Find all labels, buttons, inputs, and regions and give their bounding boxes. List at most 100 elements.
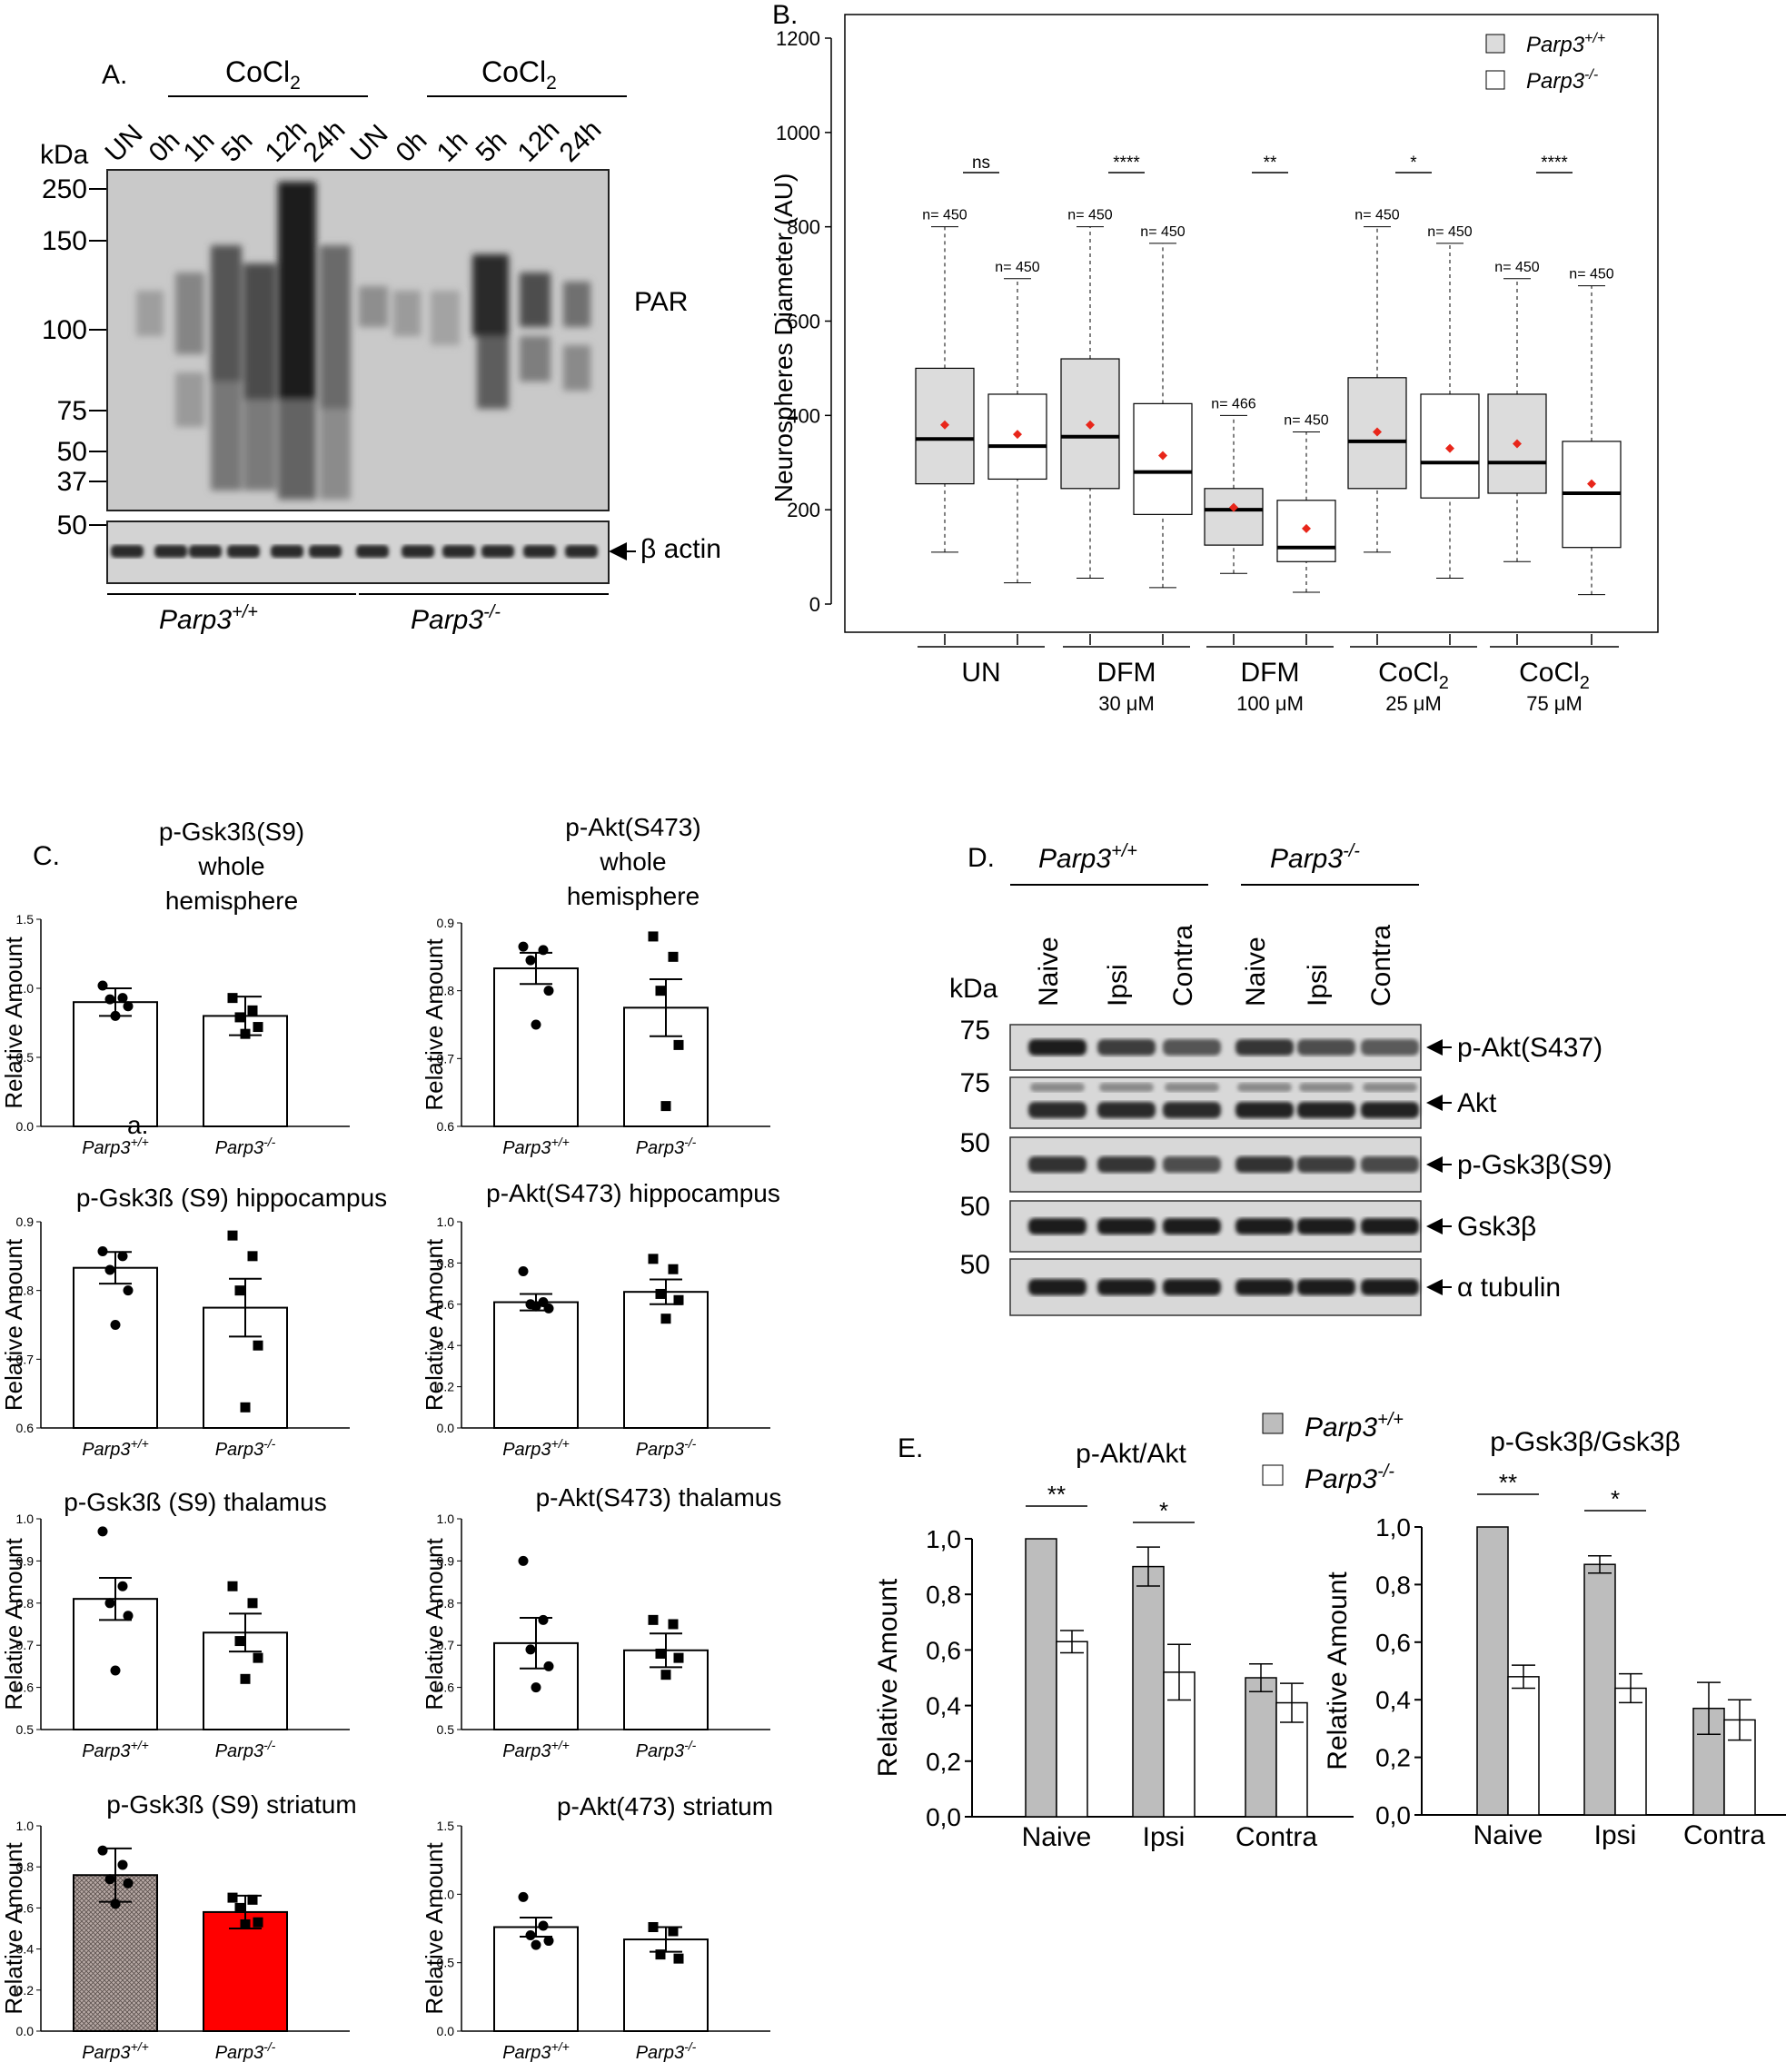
- blot-band: [1361, 1218, 1419, 1234]
- data-point: [648, 1254, 659, 1264]
- chart-title: p-Akt(S473) hippocampus: [486, 1179, 780, 1207]
- category-name: Parp3: [636, 1741, 684, 1761]
- group-name: CoCl: [1519, 658, 1580, 688]
- genotype-label-ko-d: Parp3-/-: [1270, 841, 1360, 874]
- y-tick-label: 0.7: [437, 1638, 455, 1652]
- marker-label: 50: [57, 437, 87, 467]
- bar: [493, 1301, 579, 1430]
- blot-band: [1235, 1218, 1294, 1234]
- legend-label-wt: Parp3+/+: [1305, 1410, 1404, 1442]
- data-point: [240, 1028, 251, 1039]
- category-sup: -/-: [684, 1135, 697, 1149]
- bar: [1583, 1563, 1616, 1816]
- legend-swatch: [1485, 70, 1505, 90]
- actin-band: [309, 545, 342, 558]
- category-sup: +/+: [551, 1135, 570, 1149]
- legend-swatch-wt: [1262, 1413, 1284, 1434]
- box-ko: n= 450: [987, 260, 1047, 584]
- data-point: [117, 1859, 128, 1870]
- genotype-label-wt: Parp3+/+: [159, 602, 258, 635]
- data-point: [518, 1555, 529, 1566]
- actin-band: [189, 545, 222, 558]
- data-point: [543, 1936, 554, 1947]
- y-tick-label: 1200: [776, 27, 820, 50]
- marker-label: 250: [42, 174, 87, 204]
- y-axis-label: Relative Amount: [421, 1238, 448, 1411]
- category-sup: +/+: [131, 2039, 149, 2054]
- y-tick-label: 0,6: [926, 1636, 961, 1664]
- genotype-label-ko: Parp3-/-: [411, 602, 501, 635]
- blot-band: [1361, 1156, 1419, 1173]
- bar: [1245, 1677, 1277, 1818]
- x-category-label: Parp3+/+: [502, 1436, 570, 1460]
- chart-title: p-Akt(473) striatum: [557, 1792, 773, 1820]
- blot-band: [1028, 1279, 1086, 1295]
- n-label: n= 450: [1140, 224, 1185, 240]
- category-sup: +/+: [551, 1436, 570, 1451]
- boxplot-ylabel: Neurospheres Diameter (AU): [769, 173, 798, 503]
- lane-label: 1h: [178, 125, 221, 168]
- panel-e-label: E.: [898, 1433, 923, 1463]
- data-point: [117, 1581, 128, 1591]
- data-point: [253, 1652, 263, 1663]
- bar: [1056, 1641, 1088, 1818]
- y-tick-label: 0.7: [16, 1638, 35, 1652]
- y-tick-label: 0.8: [16, 1596, 35, 1611]
- band-arrow-icon: [1426, 1095, 1443, 1111]
- x-category-label: Parp3-/-: [215, 2039, 276, 2063]
- y-tick-label: 0.5: [437, 1722, 455, 1737]
- blot-band: [1163, 1156, 1221, 1173]
- box: [1204, 488, 1264, 546]
- data-point: [518, 941, 529, 952]
- y-tick-label: 1,0: [926, 1525, 961, 1553]
- data-point: [234, 1902, 245, 1913]
- blot-band: [1028, 1218, 1086, 1234]
- y-tick-label: 0.6: [437, 1297, 455, 1312]
- marker-label-d: 75: [960, 1068, 990, 1098]
- data-point: [123, 1611, 134, 1621]
- y-tick-label: 0.6: [437, 1680, 455, 1695]
- data-point: [518, 1891, 529, 1902]
- y-tick-label: 0.2: [16, 1983, 35, 1998]
- x-category-label: Parp3+/+: [82, 2039, 149, 2063]
- significance-label: **: [1047, 1481, 1066, 1508]
- data-point: [648, 1614, 659, 1625]
- group-sublabel: 100 μM: [1236, 692, 1304, 715]
- bar: [1476, 1526, 1509, 1816]
- chart-title: whole: [197, 852, 264, 880]
- band-label: Gsk3β: [1457, 1212, 1536, 1242]
- data-point: [234, 1285, 245, 1296]
- category-sup: -/-: [263, 1135, 276, 1149]
- y-tick-label: 0.6: [16, 1421, 35, 1435]
- blot-band: [1235, 1156, 1294, 1173]
- data-point: [660, 1670, 671, 1680]
- blot-band: [1235, 1039, 1294, 1056]
- n-label: n= 450: [995, 260, 1039, 275]
- lane-label-d: Ipsi: [1103, 964, 1133, 1006]
- y-tick-label: 0.6: [16, 1900, 35, 1915]
- category-sup: -/-: [684, 1436, 697, 1451]
- lane-label-d: Naive: [1034, 937, 1064, 1006]
- chart-title: p-Akt(S473): [565, 813, 700, 841]
- legend-label: Parp3-/-: [1526, 67, 1598, 94]
- data-point: [240, 1673, 251, 1684]
- lane-label: 24h: [554, 114, 608, 168]
- data-point: [655, 1648, 666, 1659]
- data-point: [525, 955, 536, 966]
- y-tick-label: 1.5: [437, 1819, 455, 1833]
- lane-label: 1h: [432, 125, 474, 168]
- chart-title: p-Gsk3ß (S9) hippocampus: [76, 1184, 387, 1212]
- blot-band: [1361, 1039, 1419, 1056]
- blot-band: [1163, 1102, 1221, 1118]
- boxplot-frame: [844, 14, 1659, 633]
- data-point: [673, 1953, 684, 1964]
- x-category-label: Parp3-/-: [215, 1436, 276, 1460]
- chart-title: p-Gsk3β/Gsk3β: [1490, 1427, 1681, 1457]
- lane-label: 12h: [512, 114, 566, 168]
- bar: [1614, 1687, 1647, 1816]
- boxplot-legend: Parp3+/+Parp3-/-: [1485, 31, 1605, 94]
- data-point: [247, 1894, 258, 1905]
- boxplot-y-axis: 0 200 400 600 800 1000 1200: [776, 27, 832, 616]
- actin-band: [481, 545, 514, 558]
- blot-band: [1097, 1218, 1156, 1234]
